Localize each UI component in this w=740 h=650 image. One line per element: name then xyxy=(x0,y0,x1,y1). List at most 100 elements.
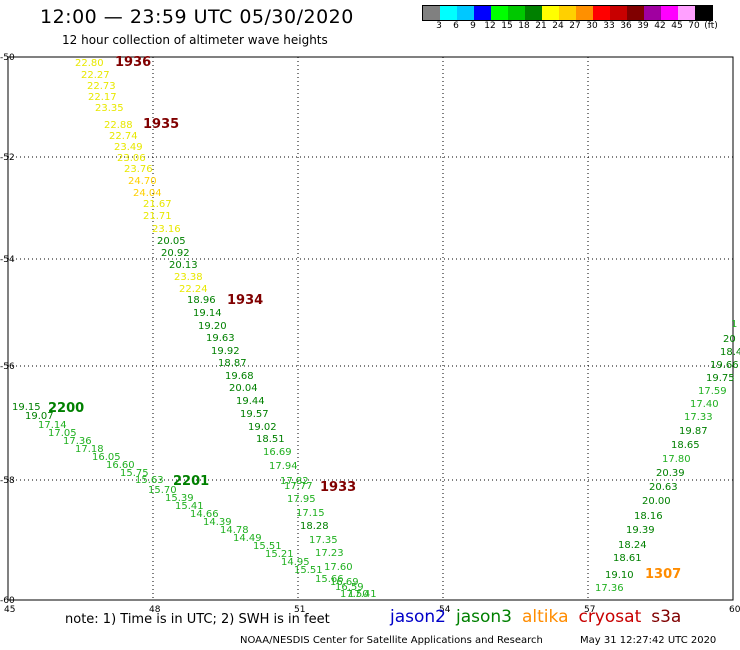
wave-height-label: 18.28 xyxy=(300,521,329,532)
wave-height-label: 19.63 xyxy=(206,333,235,344)
generation-timestamp: May 31 12:27:42 UTC 2020 xyxy=(580,635,717,646)
wave-height-label: 18.51 xyxy=(256,434,285,445)
wave-height-label: 17.40 xyxy=(690,399,719,410)
wave-height-label: 15.75 xyxy=(120,468,149,479)
legend-jason3: jason3 xyxy=(456,607,512,627)
satellite-legend: jason2 jason3 altika cryosat s3a xyxy=(390,607,691,627)
lat-tick-label: -52 xyxy=(0,153,15,163)
scale-label: 21 xyxy=(535,21,547,31)
lat-tick-label: -50 xyxy=(0,53,15,63)
legend-cryosat: cryosat xyxy=(578,607,642,627)
scale-label: 3 xyxy=(436,21,442,31)
wave-height-label: 19.02 xyxy=(248,422,277,433)
scale-swatch xyxy=(457,6,474,20)
wave-height-label: 16.05 xyxy=(92,452,121,463)
wave-height-label: 20.39 xyxy=(656,468,685,479)
scale-swatch xyxy=(491,6,508,20)
scale-swatch xyxy=(440,6,457,20)
wave-height-label: 22.74 xyxy=(109,131,138,142)
wave-height-label: 18.87 xyxy=(218,358,247,369)
wave-height-label: 14.95 xyxy=(281,557,310,568)
wave-height-label: 15.51 xyxy=(294,565,323,576)
wave-height-label: 17.23 xyxy=(315,548,344,559)
legend-jason2: jason2 xyxy=(390,607,446,627)
pass-label: 1933 xyxy=(320,480,356,495)
wave-height-label: 19.20 xyxy=(198,321,227,332)
wave-height-label: 19.07 xyxy=(25,411,54,422)
wave-height-label: 23.35 xyxy=(95,103,124,114)
wave-height-label: 24.04 xyxy=(133,188,162,199)
wave-height-label: 17.50 xyxy=(340,589,369,600)
pass-label: 2201 xyxy=(173,474,209,489)
wave-height-label: 16.60 xyxy=(106,460,135,471)
wave-height-label: 18.4 xyxy=(720,347,740,358)
wave-height-label: 18.96 xyxy=(187,295,216,306)
lon-tick-label: 57 xyxy=(584,605,595,615)
wave-height-label: 23.38 xyxy=(174,272,203,283)
scale-label: 36 xyxy=(620,21,632,31)
wave-height-label: 22.80 xyxy=(75,58,104,69)
scale-swatch xyxy=(576,6,593,20)
lat-tick-label: -56 xyxy=(0,362,15,372)
wave-height-label: 19.39 xyxy=(626,525,655,536)
wave-height-label: 19.87 xyxy=(679,426,708,437)
scale-label: 30 xyxy=(586,21,598,31)
wave-height-label: 19.15 xyxy=(12,402,41,413)
scale-swatch xyxy=(474,6,491,20)
wave-height-label: 17.95 xyxy=(287,494,316,505)
wave-height-label: 19.57 xyxy=(240,409,269,420)
wave-height-label: 17.94 xyxy=(269,461,298,472)
scale-swatch xyxy=(423,6,440,20)
wave-height-label: 17.36 xyxy=(63,436,92,447)
wave-height-label: 14.66 xyxy=(190,509,219,520)
wave-height-label: 23.76 xyxy=(124,164,153,175)
scale-label: 42 xyxy=(654,21,666,31)
wave-height-label: 15.66 xyxy=(315,574,344,585)
legend-s3a: s3a xyxy=(651,607,682,627)
scale-swatch xyxy=(610,6,627,20)
scale-label: 9 xyxy=(470,21,476,31)
color-scale: 3 6 9 12 15 18 21 24 27 30 33 36 39 42 45 70 (ft) xyxy=(422,5,718,31)
scale-swatch xyxy=(644,6,661,20)
wave-height-label: 22.27 xyxy=(81,70,110,81)
pass-label: 1307 xyxy=(645,567,681,582)
wave-height-label: 20.05 xyxy=(157,236,186,247)
wave-height-label: 17.05 xyxy=(48,428,77,439)
legend-altika: altika xyxy=(522,607,569,627)
color-scale-labels: 3 6 9 12 15 18 21 24 27 30 33 36 39 42 45 70 (ft) xyxy=(422,21,740,35)
pass-label: 1936 xyxy=(115,55,151,70)
wave-height-label: 14.39 xyxy=(203,517,232,528)
wave-height-label: 14.78 xyxy=(220,525,249,536)
wave-height-label: 21.71 xyxy=(143,211,172,222)
wave-height-label: 22.88 xyxy=(104,120,133,131)
scale-label: 27 xyxy=(569,21,581,31)
wave-height-label: 18.16 xyxy=(634,511,663,522)
wave-height-label: 17.80 xyxy=(662,454,691,465)
scale-swatch xyxy=(593,6,610,20)
wave-height-label: 17.77 xyxy=(284,481,313,492)
scale-label: 70 xyxy=(688,21,700,31)
wave-height-label: 15.41 xyxy=(175,501,204,512)
lon-tick-label: 48 xyxy=(149,605,161,615)
wave-height-label: 17.82 xyxy=(280,476,309,487)
scale-swatch xyxy=(627,6,644,20)
wave-height-label: 15.21 xyxy=(265,549,294,560)
wave-height-label: 24.70 xyxy=(128,176,157,187)
wave-height-label: 16.69 xyxy=(330,577,359,588)
wave-height-label: 15.39 xyxy=(165,493,194,504)
wave-height-label: 15.70 xyxy=(148,485,177,496)
lon-tick-label: 45 xyxy=(4,605,15,615)
wave-height-label: 20.00 xyxy=(642,496,671,507)
pass-label: 1935 xyxy=(143,117,179,132)
wave-height-label: 20.13 xyxy=(169,260,198,271)
wave-height-label: 17.14 xyxy=(38,420,67,431)
lon-tick-label: 51 xyxy=(294,605,305,615)
wave-height-label: 17.59 xyxy=(698,386,727,397)
wave-height-label: 17.15 xyxy=(296,508,325,519)
credit-line: NOAA/NESDIS Center for Satellite Applica… xyxy=(240,635,543,646)
wave-height-label: 17.33 xyxy=(684,412,713,423)
scale-swatch xyxy=(661,6,678,20)
wave-height-label: 19.66 xyxy=(710,360,739,371)
lon-tick-label: 60 xyxy=(729,605,740,615)
